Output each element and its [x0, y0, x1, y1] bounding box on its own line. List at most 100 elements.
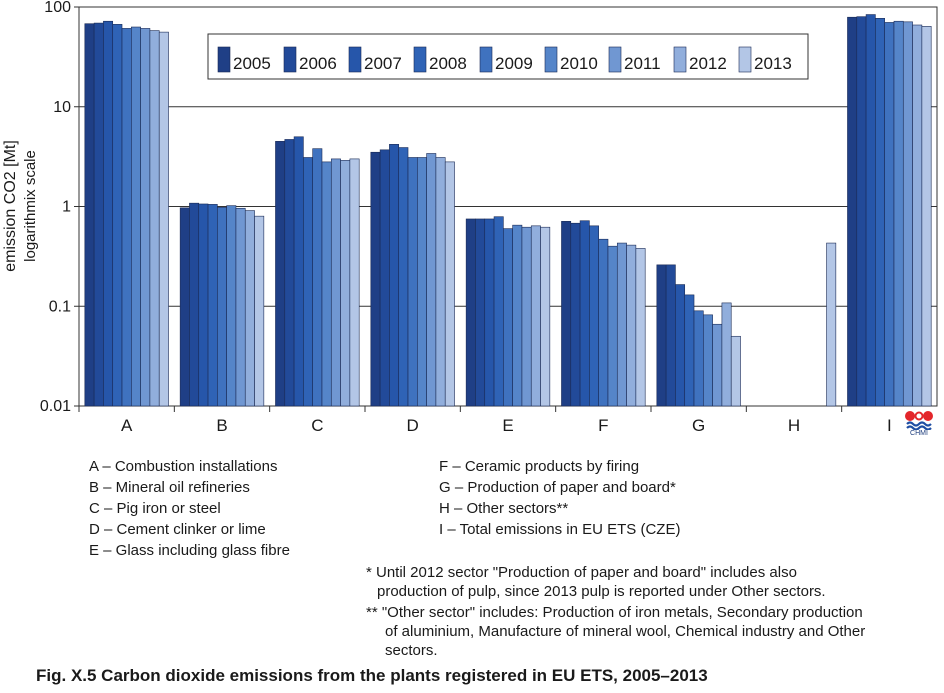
- legend-swatch-2009: [479, 46, 493, 73]
- bar-C-2006: [284, 139, 295, 407]
- legend-swatch-2006: [283, 46, 297, 73]
- legend-swatch-2005: [217, 46, 231, 73]
- bar-I-2012: [912, 24, 923, 407]
- bar-A-2009: [121, 28, 132, 407]
- bar-C-2010: [321, 161, 332, 407]
- legend-swatch-2013: [738, 46, 752, 73]
- bar-A-2012: [149, 30, 160, 407]
- bar-E-2009: [503, 228, 513, 407]
- sector-legend-d: D – Cement clinker or lime: [89, 521, 266, 538]
- bar-I-2011: [902, 21, 913, 407]
- bar-B-2009: [217, 207, 227, 407]
- bar-G-2012: [721, 302, 732, 407]
- y-tick-label-3: 10: [53, 99, 71, 116]
- bar-D-2010: [417, 157, 427, 407]
- sector-legend-left: A – Combustion installations B – Mineral…: [89, 456, 290, 561]
- bar-I-2013: [921, 26, 932, 407]
- bar-D-2008: [398, 147, 409, 407]
- bar-I-2006: [856, 16, 867, 407]
- x-tick-label-E: E: [502, 416, 513, 435]
- bar-D-2007: [389, 144, 400, 407]
- x-tick-label-F: F: [598, 416, 608, 435]
- legend-swatch-2010: [544, 46, 558, 73]
- sector-legend-right: F – Ceramic products by firing G – Produ…: [439, 456, 680, 540]
- bar-E-2012: [530, 225, 541, 407]
- footnote-other: ** "Other sector" includes: Production o…: [366, 604, 863, 621]
- bar-C-2011: [330, 158, 341, 407]
- y-axis-sublabel: logarithmix scale: [22, 150, 39, 262]
- bar-E-2007: [484, 218, 495, 407]
- bar-C-2007: [293, 136, 304, 407]
- bar-H-2013: [826, 242, 837, 407]
- bar-G-2009: [693, 310, 704, 407]
- bar-F-2005: [561, 221, 572, 407]
- bar-G-2011: [712, 323, 723, 407]
- bar-I-2007: [865, 14, 876, 407]
- bar-G-2005: [656, 264, 667, 407]
- bar-F-2010: [607, 245, 618, 407]
- sector-legend-h: H – Other sectors**: [439, 500, 569, 517]
- y-tick-label-0: 0.01: [40, 398, 71, 415]
- bar-A-2006: [93, 22, 104, 407]
- bar-G-2013: [730, 335, 741, 407]
- bar-I-2009: [884, 22, 895, 407]
- bar-B-2012: [244, 210, 255, 407]
- bar-D-2013: [444, 161, 455, 407]
- legend-swatch-2007: [348, 46, 362, 73]
- sector-legend-i: I – Total emissions in EU ETS (CZE): [439, 521, 681, 538]
- bar-C-2013: [349, 158, 360, 407]
- footnote-other-cont: of aluminium, Manufacture of mineral woo…: [385, 623, 866, 640]
- bar-F-2011: [616, 242, 627, 407]
- bar-E-2010: [512, 224, 523, 407]
- footnote-paper-cont: production of pulp, since 2013 pulp is r…: [377, 583, 826, 600]
- bar-A-2011: [140, 28, 151, 407]
- bar-I-2005: [847, 16, 858, 407]
- legend-swatch-2011: [608, 46, 622, 73]
- x-tick-label-H: H: [788, 416, 800, 435]
- bar-F-2007: [579, 220, 590, 407]
- bar-B-2005: [179, 207, 190, 407]
- y-tick-label-4: 100: [44, 0, 71, 16]
- bar-F-2009: [598, 238, 609, 407]
- legend-label-2007: 2007: [364, 54, 402, 73]
- chmi-logo-icon: [905, 411, 933, 431]
- legend-label-2008: 2008: [429, 54, 467, 73]
- footnote-other-end: sectors.: [385, 642, 438, 659]
- bar-B-2007: [198, 203, 209, 407]
- bar-D-2012: [435, 157, 446, 407]
- x-tick-label-C: C: [311, 416, 323, 435]
- legend-label-2006: 2006: [299, 54, 337, 73]
- bar-A-2008: [112, 24, 123, 407]
- bar-C-2012: [340, 160, 351, 407]
- bar-A-2007: [103, 20, 114, 407]
- bar-D-2006: [379, 149, 390, 407]
- bar-F-2008: [589, 225, 599, 407]
- sector-legend-b: B – Mineral oil refineries: [89, 479, 250, 496]
- bar-F-2013: [635, 248, 646, 407]
- bar-A-2010: [131, 26, 141, 407]
- sector-legend-e: E – Glass including glass fibre: [89, 542, 290, 559]
- sector-legend-a: A – Combustion installations: [89, 458, 278, 475]
- y-tick-label-1: 0.1: [49, 298, 71, 315]
- y-axis-label: emission CO2 [Mt]: [2, 140, 19, 272]
- bar-A-2013: [158, 31, 169, 407]
- legend-label-2012: 2012: [689, 54, 727, 73]
- bar-B-2006: [189, 202, 200, 407]
- y-tick-label-2: 1: [62, 199, 71, 216]
- x-tick-label-D: D: [407, 416, 419, 435]
- legend-swatch-2012: [673, 46, 687, 73]
- legend-label-2009: 2009: [495, 54, 533, 73]
- bar-B-2010: [226, 205, 237, 407]
- bar-F-2006: [570, 222, 581, 407]
- chmi-logo: CHMI: [902, 410, 936, 440]
- footnote-paper: * Until 2012 sector "Production of paper…: [366, 564, 797, 581]
- sector-legend-f: F – Ceramic products by firing: [439, 458, 640, 475]
- bar-D-2005: [370, 151, 381, 407]
- bar-F-2012: [626, 244, 637, 407]
- legend-label-2005: 2005: [233, 54, 271, 73]
- bar-D-2011: [426, 153, 437, 407]
- bar-E-2005: [465, 218, 476, 407]
- bar-E-2013: [540, 226, 551, 407]
- x-tick-label-B: B: [216, 416, 227, 435]
